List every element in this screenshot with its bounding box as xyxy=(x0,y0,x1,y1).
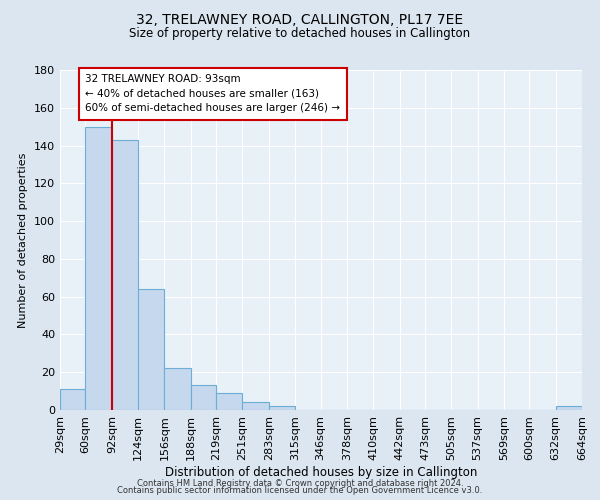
Text: Contains public sector information licensed under the Open Government Licence v3: Contains public sector information licen… xyxy=(118,486,482,495)
Text: Size of property relative to detached houses in Callington: Size of property relative to detached ho… xyxy=(130,28,470,40)
Y-axis label: Number of detached properties: Number of detached properties xyxy=(19,152,28,328)
Bar xyxy=(164,368,191,410)
Bar xyxy=(85,126,112,410)
Bar xyxy=(216,393,242,410)
Bar xyxy=(138,289,164,410)
Bar xyxy=(556,406,582,410)
Bar xyxy=(60,389,85,410)
Text: 32, TRELAWNEY ROAD, CALLINGTON, PL17 7EE: 32, TRELAWNEY ROAD, CALLINGTON, PL17 7EE xyxy=(136,12,464,26)
Bar xyxy=(242,402,269,410)
Text: Contains HM Land Registry data © Crown copyright and database right 2024.: Contains HM Land Registry data © Crown c… xyxy=(137,478,463,488)
Text: 32 TRELAWNEY ROAD: 93sqm
← 40% of detached houses are smaller (163)
60% of semi-: 32 TRELAWNEY ROAD: 93sqm ← 40% of detach… xyxy=(85,74,340,114)
Bar xyxy=(112,140,138,410)
X-axis label: Distribution of detached houses by size in Callington: Distribution of detached houses by size … xyxy=(165,466,477,478)
Bar xyxy=(269,406,295,410)
Bar xyxy=(191,386,216,410)
